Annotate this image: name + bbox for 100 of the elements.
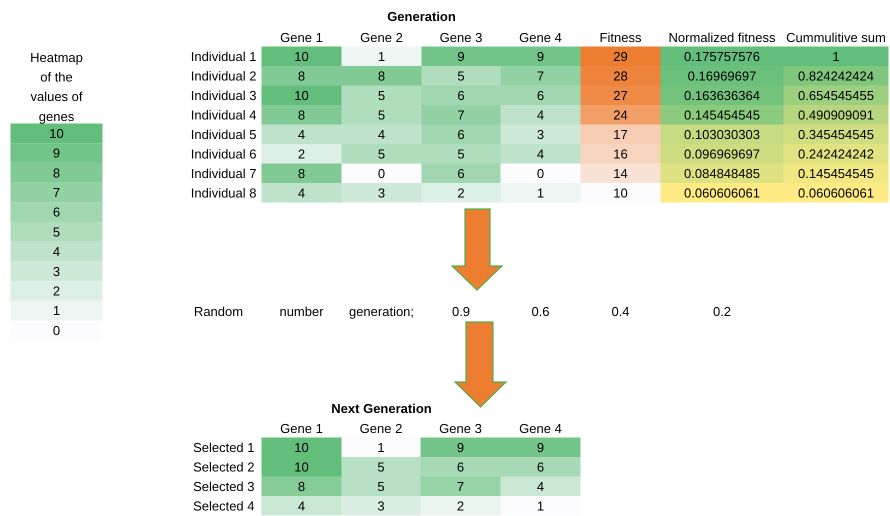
x-tick-label: Normalized fitness [668,30,776,45]
data-label: 1 [536,498,544,514]
data-label: 10 [294,88,309,103]
data-label: 0.345454545 [798,126,874,142]
x-tick-label: Cummulitive sum [786,30,886,45]
data-label: 6 [536,88,544,103]
data-label: 27 [613,88,628,103]
data-label: 0.824242424 [798,68,874,84]
x-tick-label: Gene 3 [440,30,482,45]
data-label: 9 [536,48,544,64]
y-tick-label: Individual 7 [190,166,257,181]
data-label: 3 [378,185,386,200]
data-label: 5 [378,88,386,103]
data-label: 7 [536,68,544,84]
data-label: 4 [298,185,306,200]
data-label: 5 [378,146,386,162]
data-label: 5 [457,68,465,84]
data-label: 9 [457,48,465,64]
data-label: 8 [298,478,306,494]
data-label: 9 [52,146,60,161]
y-tick-label: Individual 4 [190,107,257,122]
y-tick-label: Individual 2 [190,68,257,84]
data-label: 0.060606061 [684,185,760,200]
data-label: 0.145454545 [684,107,760,122]
data-label: 5 [52,224,60,240]
x-tick-label: Gene 1 [280,30,323,45]
y-tick-label: Individual 6 [190,146,257,162]
data-label: 0.654545455 [798,88,874,103]
data-label: 2 [52,283,60,298]
data-label: 0 [378,166,386,181]
data-label: 1 [536,185,544,200]
data-label: 6 [457,166,465,181]
data-label: 0.060606061 [798,185,874,200]
y-tick-label: Selected 4 [193,498,255,514]
data-label: 9 [456,440,464,455]
data-label: 4 [536,478,544,494]
data-label: 28 [613,68,628,84]
data-label: 29 [613,48,628,64]
data-label: 4 [298,126,306,142]
data-label: 4 [536,107,544,122]
data-label: 2 [456,498,464,514]
y-tick-label: Selected 2 [193,459,255,474]
data-label: 7 [52,184,60,200]
data-label: 4 [378,126,386,142]
data-label: 0.096969697 [684,146,760,162]
data-label: 0.16969697 [688,68,756,84]
data-label: 1 [377,440,385,455]
y-tick-label: Individual 8 [190,185,257,200]
x-tick-label: Gene 1 [280,421,323,436]
data-label: 6 [457,126,465,142]
data-label: 6 [536,459,544,474]
chart-title: Generation [387,9,456,24]
data-label: 1 [52,303,60,318]
data-label: 10 [294,48,309,64]
data-label: 10 [49,126,64,141]
x-tick-label: Gene 4 [519,30,562,45]
data-label: 0.175757576 [684,48,760,64]
data-label: 6 [457,88,465,103]
data-label: 8 [52,165,60,180]
text: Random [194,304,244,319]
y-tick-label: Selected 1 [193,440,255,455]
text: 0.6 [531,304,550,319]
data-label: 6 [52,204,60,220]
data-label: 2 [457,185,465,200]
data-label: 24 [613,107,628,122]
data-label: 3 [536,126,544,142]
data-label: 5 [377,478,385,494]
data-label: 10 [294,459,309,474]
data-label: 0 [536,166,544,181]
data-label: 9 [536,440,544,455]
chart-title: Next Generation [331,401,432,416]
x-tick-label: Gene 2 [360,30,403,45]
x-tick-label: Gene 4 [519,421,562,436]
data-label: 6 [456,459,464,474]
data-label: 3 [377,498,385,514]
text: 0.4 [611,304,630,319]
y-tick-label: Individual 5 [190,126,257,142]
x-tick-label: Gene 3 [439,421,482,436]
data-label: 4 [52,244,60,260]
data-label: 3 [52,264,60,279]
data-label: 10 [294,440,309,455]
text: number [279,304,324,319]
data-label: 5 [457,146,465,162]
y-tick-label: Individual 1 [190,48,257,64]
data-label: 8 [298,107,306,122]
chart-title: Heatmap of the values of genes [30,50,83,124]
data-label: 0.242424242 [798,146,874,162]
data-label: 0.163636364 [684,88,760,103]
data-label: 2 [298,146,306,162]
data-label: 4 [536,146,544,162]
data-label: 5 [377,459,385,474]
data-label: 5 [378,107,386,122]
data-label: 1 [378,48,386,64]
data-label: 17 [613,126,628,142]
data-label: 8 [378,68,386,84]
y-tick-label: Individual 3 [190,88,257,103]
data-label: 8 [298,166,306,181]
data-label: 0.084848485 [684,166,760,181]
y-tick-label: Selected 3 [193,478,255,494]
data-label: 4 [298,498,306,514]
